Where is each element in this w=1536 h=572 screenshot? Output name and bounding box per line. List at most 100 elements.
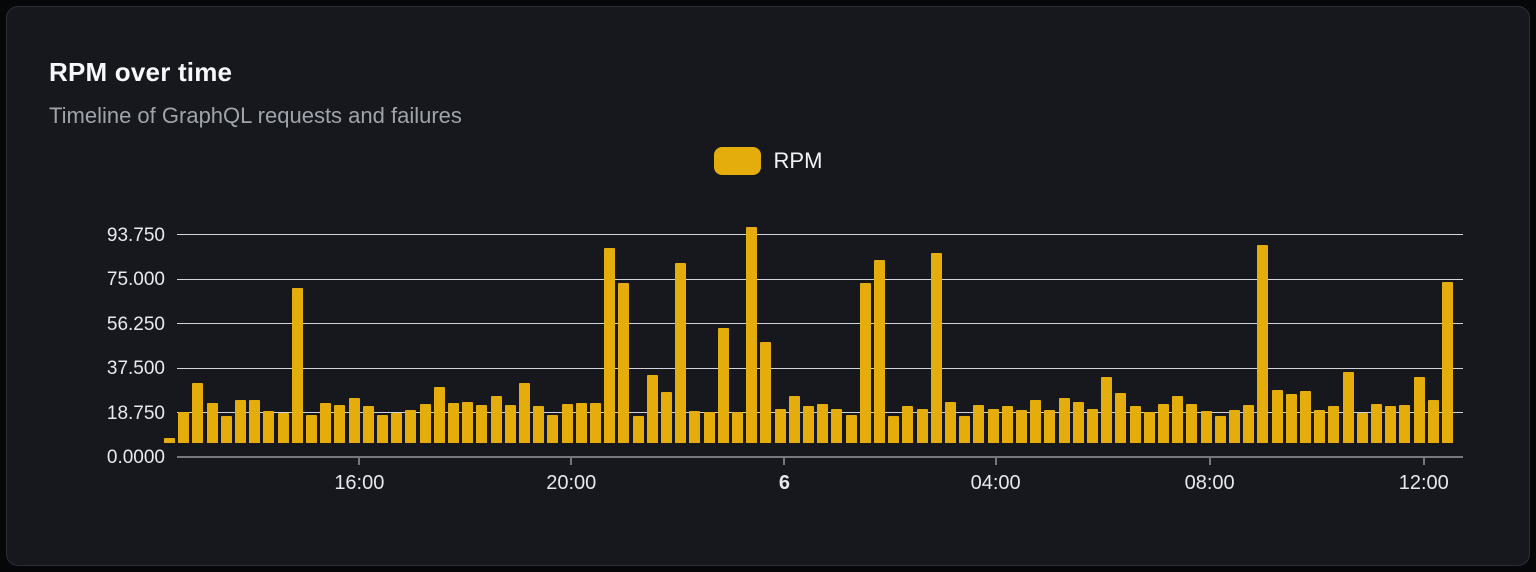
rpm-bar[interactable] (575, 402, 587, 443)
x-axis-tick (783, 458, 786, 465)
rpm-bar[interactable] (220, 415, 232, 443)
rpm-bar[interactable] (362, 406, 374, 443)
rpm-bar[interactable] (348, 397, 360, 443)
rpm-bar[interactable] (1413, 376, 1425, 443)
rpm-bar[interactable] (448, 402, 459, 443)
rpm-bar[interactable] (1172, 395, 1184, 443)
rpm-bar[interactable] (178, 412, 190, 443)
rpm-bar[interactable] (1186, 403, 1198, 443)
rpm-bar[interactable] (306, 414, 317, 443)
rpm-bar[interactable] (788, 395, 800, 443)
rpm-bar[interactable] (1115, 393, 1127, 443)
rpm-bar[interactable] (263, 411, 275, 443)
rpm-bar[interactable] (192, 382, 204, 443)
rpm-bar[interactable] (817, 403, 829, 443)
rpm-bar[interactable] (661, 392, 672, 443)
rpm-bar[interactable] (561, 403, 573, 443)
y-axis-label: 18.750 (106, 402, 165, 424)
x-axis-label: 16:00 (334, 472, 385, 494)
rpm-bar[interactable] (504, 405, 516, 443)
rpm-bar[interactable] (1016, 409, 1027, 443)
rpm-bar[interactable] (547, 414, 559, 443)
rpm-bar[interactable] (1342, 371, 1354, 443)
rpm-bar[interactable] (774, 408, 786, 443)
rpm-bar[interactable] (973, 405, 985, 443)
rpm-bar[interactable] (249, 400, 261, 443)
rpm-bar[interactable] (1087, 408, 1098, 443)
x-axis-tick (1208, 458, 1211, 465)
rpm-bar[interactable] (845, 414, 857, 443)
rpm-bar[interactable] (433, 387, 445, 443)
rpm-bar[interactable] (987, 408, 999, 443)
rpm-bar[interactable] (391, 413, 403, 443)
rpm-bar[interactable] (405, 409, 417, 443)
rpm-bar[interactable] (1371, 403, 1382, 443)
rpm-bar[interactable] (1300, 390, 1311, 443)
rpm-bar[interactable] (1200, 411, 1212, 443)
rpm-bar[interactable] (689, 411, 701, 443)
rpm-bar[interactable] (291, 287, 303, 443)
rpm-bar[interactable] (1243, 405, 1255, 443)
rpm-bar[interactable] (1442, 281, 1453, 443)
rpm-bar[interactable] (604, 248, 616, 443)
rpm-bar[interactable] (1030, 400, 1042, 443)
rpm-bar[interactable] (206, 402, 218, 443)
rpm-bar[interactable] (1158, 403, 1169, 443)
rpm-bar[interactable] (646, 375, 658, 443)
rpm-bar[interactable] (675, 262, 687, 443)
rpm-bar[interactable] (519, 382, 530, 443)
rpm-bar[interactable] (803, 406, 814, 443)
rpm-bar[interactable] (320, 402, 332, 443)
rpm-bar[interactable] (1072, 401, 1084, 443)
rpm-bar[interactable] (902, 406, 914, 443)
rpm-bar[interactable] (334, 405, 346, 443)
x-axis-tick (1422, 458, 1425, 465)
rpm-bar[interactable] (590, 402, 601, 443)
rpm-bar[interactable] (1285, 394, 1297, 443)
rpm-bar[interactable] (916, 408, 928, 443)
rpm-bar[interactable] (490, 395, 502, 443)
rpm-bar[interactable] (888, 415, 900, 443)
rpm-bar[interactable] (1356, 413, 1368, 443)
rpm-bar[interactable] (277, 413, 289, 443)
rpm-bar[interactable] (703, 412, 715, 443)
rpm-bar[interactable] (533, 406, 545, 443)
rpm-bar[interactable] (959, 415, 971, 443)
x-axis-label: 08:00 (1184, 472, 1235, 494)
rpm-bar[interactable] (1044, 409, 1056, 443)
rpm-bar[interactable] (1229, 409, 1240, 443)
rpm-bar[interactable] (1328, 406, 1340, 443)
rpm-bar[interactable] (632, 415, 644, 443)
y-gridline (177, 278, 1463, 280)
rpm-bar[interactable] (717, 327, 729, 443)
rpm-bar[interactable] (1399, 405, 1411, 443)
rpm-bar[interactable] (1271, 389, 1283, 443)
rpm-bar[interactable] (831, 408, 843, 443)
rpm-bar[interactable] (1001, 406, 1013, 443)
rpm-bar[interactable] (1058, 397, 1070, 443)
rpm-bar[interactable] (618, 282, 630, 443)
rpm-bar[interactable] (1427, 400, 1439, 443)
rpm-bar[interactable] (1214, 415, 1226, 443)
x-axis-line (177, 456, 1463, 458)
rpm-bar[interactable] (1257, 244, 1269, 443)
legend[interactable]: RPM (7, 146, 1529, 176)
rpm-bar[interactable] (462, 401, 474, 443)
rpm-bar[interactable] (1314, 409, 1326, 443)
rpm-bar[interactable] (1101, 376, 1113, 443)
rpm-bar[interactable] (377, 414, 388, 443)
rpm-bar[interactable] (874, 260, 885, 443)
rpm-bar[interactable] (235, 400, 246, 443)
rpm-bar[interactable] (164, 438, 175, 443)
rpm-bar[interactable] (476, 405, 488, 443)
rpm-bar[interactable] (732, 412, 743, 443)
rpm-bar[interactable] (1143, 412, 1155, 443)
rpm-bar[interactable] (760, 342, 772, 443)
rpm-bar[interactable] (746, 227, 758, 443)
rpm-bar[interactable] (859, 282, 871, 443)
rpm-bar[interactable] (945, 401, 956, 443)
rpm-bar[interactable] (1385, 406, 1397, 443)
rpm-bar[interactable] (419, 403, 431, 443)
rpm-bar[interactable] (930, 253, 942, 443)
rpm-bar[interactable] (1129, 406, 1141, 443)
